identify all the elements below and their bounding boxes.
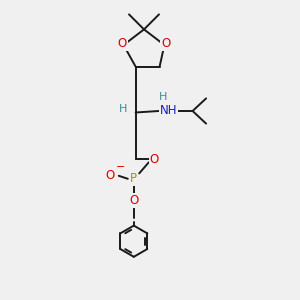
Text: P: P [130, 172, 137, 185]
Text: O: O [129, 194, 138, 207]
Text: −: − [116, 162, 126, 172]
Text: H: H [159, 92, 168, 103]
Text: H: H [119, 104, 127, 114]
Text: O: O [150, 153, 159, 166]
Text: NH: NH [160, 104, 177, 118]
Text: O: O [161, 37, 170, 50]
Text: O: O [106, 169, 115, 182]
Text: O: O [118, 37, 127, 50]
